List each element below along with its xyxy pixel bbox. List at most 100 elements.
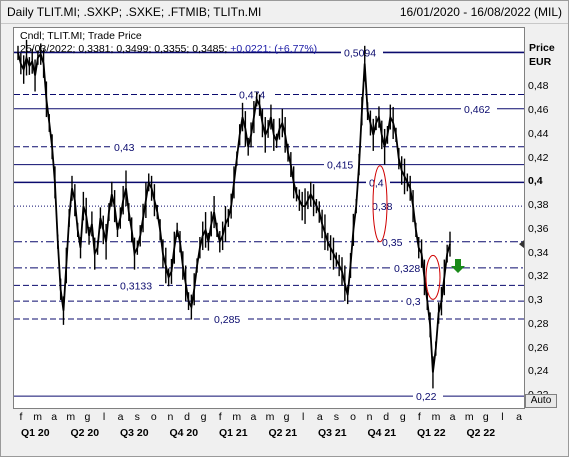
x-month-label: n <box>366 411 373 423</box>
x-month-label: g <box>399 411 406 423</box>
x-month-label: a <box>117 411 124 423</box>
y-tick-label: 0,24 <box>528 365 549 378</box>
y-tick-label: 0,34 <box>528 246 549 259</box>
x-month-label: l <box>501 411 504 423</box>
y-tick-label: 0,28 <box>528 317 549 330</box>
y-tick-label: 0,46 <box>528 104 549 117</box>
x-month-label: n <box>167 411 174 423</box>
level-label-bg <box>461 101 497 115</box>
x-month-label: m <box>66 411 76 423</box>
level-label-bg <box>117 278 159 292</box>
level-label-bg <box>403 294 427 308</box>
instrument-title: Daily TLIT.MI; .SXKP; .SXKE; .FTMIB; TLI… <box>7 5 262 19</box>
x-month-label: m <box>464 411 474 423</box>
price-series-line <box>17 52 451 373</box>
level-label: 0,4 <box>369 177 384 189</box>
x-month-label: a <box>51 411 58 423</box>
auto-scale-button[interactable]: Auto <box>525 394 557 408</box>
chart-header: Daily TLIT.MI; .SXKP; .SXKE; .FTMIB; TLI… <box>1 1 568 24</box>
x-quarter-label: Q2 21 <box>268 427 298 439</box>
y-tick-label: 0,4 <box>528 175 543 188</box>
x-month-label: a <box>250 411 257 423</box>
y-axis-title: Price <box>529 42 555 54</box>
annotation-ellipse <box>372 165 388 243</box>
x-month-label: m <box>33 411 42 423</box>
level-label: 0,415 <box>327 160 353 172</box>
level-label-bg <box>324 157 360 171</box>
level-label-bg <box>341 45 383 59</box>
level-label-bg <box>379 234 409 248</box>
y-tick-label: 0,3 <box>528 294 543 307</box>
x-month-label: a <box>449 411 456 423</box>
level-label-bg <box>236 87 272 101</box>
level-label: 0,5094 <box>344 47 376 59</box>
level-label-bg <box>391 260 427 274</box>
y-tick-label: 0,32 <box>528 270 549 283</box>
y-axis-header: Price EUR <box>529 41 555 69</box>
y-tick-label: 0,38 <box>528 199 549 212</box>
x-month-label: g <box>200 411 207 423</box>
x-month-label: m <box>265 411 275 423</box>
x-quarter-label: Q3 21 <box>318 427 347 439</box>
x-quarter-label: Q4 21 <box>367 427 397 439</box>
x-month-label: o <box>150 411 157 423</box>
legend-series-line: Cndl; TLIT.MI; Trade Price <box>20 30 142 42</box>
level-label: 0,285 <box>214 314 240 326</box>
x-month-label: g <box>283 411 290 423</box>
x-quarter-label: Q1 20 <box>21 427 50 439</box>
level-label: 0,38 <box>372 201 393 213</box>
level-label: 0,22 <box>416 391 437 403</box>
level-label-bg <box>413 389 443 403</box>
x-month-label: f <box>417 411 421 423</box>
x-month-label: d <box>383 411 390 423</box>
legend-change: +0,0221; (+6,77%) <box>230 43 318 55</box>
x-month-label: d <box>184 411 190 423</box>
x-month-label: g <box>84 411 91 423</box>
annotation-ellipse <box>425 254 441 300</box>
x-month-label: s <box>134 411 140 423</box>
x-month-label: l <box>102 411 106 423</box>
level-label: 0,3 <box>406 296 421 308</box>
x-month-label: o <box>350 411 356 423</box>
x-quarter-label: Q3 20 <box>120 427 149 439</box>
y-tick-label: 0,44 <box>528 127 549 140</box>
x-month-label: s <box>333 411 340 423</box>
price-plot-area[interactable]: 0,5094 0,474 0,462 0,43 0,415 0,4 0,38 0,35 0,32… <box>13 27 525 409</box>
x-quarter-label: Q2 20 <box>70 427 100 439</box>
level-label-bg <box>366 175 390 189</box>
level-label-bg <box>369 199 399 213</box>
level-label: 0,328 <box>394 263 420 275</box>
x-month-label: m <box>431 411 441 423</box>
y-tick-label: 0,26 <box>528 341 549 354</box>
level-label-bg <box>211 311 247 325</box>
x-quarter-label: Q1 22 <box>417 427 446 439</box>
y-tick-label: 0,36 <box>528 222 549 235</box>
legend-ohlc-values: 25/03/2022; 0,3381; 0,3499; 0,3355; 0,34… <box>20 43 231 55</box>
x-month-label: f <box>218 411 222 423</box>
price-chart-svg: 0,50940,4740,4620,430,4150,40,380,350,32… <box>14 39 524 403</box>
level-label: 0,35 <box>382 237 403 249</box>
x-quarter-label: Q1 21 <box>219 427 248 439</box>
x-month-label: a <box>516 411 522 423</box>
x-month-label: g <box>482 411 489 423</box>
level-label: 0,3133 <box>120 280 152 292</box>
x-month-label: f <box>19 411 23 423</box>
current-price-marker <box>519 240 524 249</box>
up-arrow-icon <box>451 259 465 273</box>
level-label-bg <box>111 139 141 153</box>
level-label: 0,462 <box>464 104 490 116</box>
x-quarter-label: Q4 20 <box>169 427 199 439</box>
date-range: 16/01/2020 - 16/08/2022 (MIL) <box>399 5 562 19</box>
y-tick-label: 0,48 <box>528 80 549 93</box>
level-label: 0,474 <box>239 90 265 102</box>
y-tick-label: 0,42 <box>528 151 549 164</box>
y-axis-unit: EUR <box>529 56 552 68</box>
chart-legend: Cndl; TLIT.MI; Trade Price 25/03/2022; 0… <box>20 30 317 56</box>
legend-ohlc-line: 25/03/2022; 0,3381; 0,3499; 0,3355; 0,34… <box>20 43 317 56</box>
x-month-label: a <box>316 411 323 423</box>
level-label: 0,43 <box>114 142 135 154</box>
x-month-label: l <box>302 411 305 423</box>
x-month-label: m <box>232 411 242 423</box>
x-quarter-label: Q2 22 <box>466 427 496 439</box>
